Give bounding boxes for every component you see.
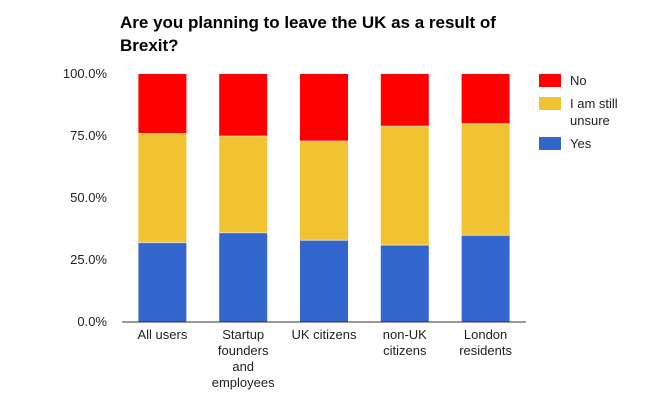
- bar-segment: [300, 141, 348, 241]
- bar-segment: [219, 232, 268, 322]
- bar-segment: [138, 74, 187, 134]
- bars: [138, 74, 510, 322]
- bar-segment: [219, 136, 268, 233]
- chart-title: Are you planning to leave the UK as a re…: [120, 13, 496, 55]
- y-tick-label: 100.0%: [63, 66, 108, 81]
- x-category-label: UK citizens: [291, 327, 357, 342]
- x-category-label: non-UK citizens: [383, 327, 427, 358]
- x-category-label: Startup founders and employees: [212, 327, 275, 390]
- bar-segment: [461, 123, 510, 236]
- bar-segment: [380, 74, 429, 127]
- legend-swatch: [539, 74, 561, 87]
- bar-segment: [300, 74, 348, 141]
- bar-segment: [380, 126, 429, 246]
- legend: No I am still unsure Yes: [539, 73, 618, 151]
- x-category-label: All users: [137, 327, 187, 342]
- legend-label: I am still unsure: [570, 96, 618, 128]
- y-tick-label: 50.0%: [70, 190, 107, 205]
- category-labels: All users Startup founders and employees UK c…: [137, 327, 512, 390]
- bar-segment: [461, 235, 510, 322]
- bar-segment: [380, 245, 429, 322]
- bar-segment: [461, 74, 510, 124]
- bar-segment: [138, 242, 187, 322]
- legend-label: Yes: [570, 136, 592, 151]
- legend-item: Yes: [539, 136, 592, 151]
- y-tick-label: 75.0%: [70, 128, 107, 143]
- legend-item: No: [539, 73, 587, 88]
- legend-label: No: [570, 73, 587, 88]
- x-category-label: London residents: [459, 327, 512, 358]
- legend-swatch: [539, 137, 561, 150]
- y-axis-ticks: 0.0% 25.0% 50.0% 75.0% 100.0%: [63, 66, 108, 329]
- y-tick-label: 25.0%: [70, 252, 107, 267]
- bar-segment: [300, 240, 348, 322]
- bar-segment: [219, 74, 268, 136]
- bar-segment: [138, 133, 187, 243]
- y-tick-label: 0.0%: [77, 314, 107, 329]
- legend-item: I am still unsure: [539, 96, 618, 128]
- legend-swatch: [539, 97, 561, 110]
